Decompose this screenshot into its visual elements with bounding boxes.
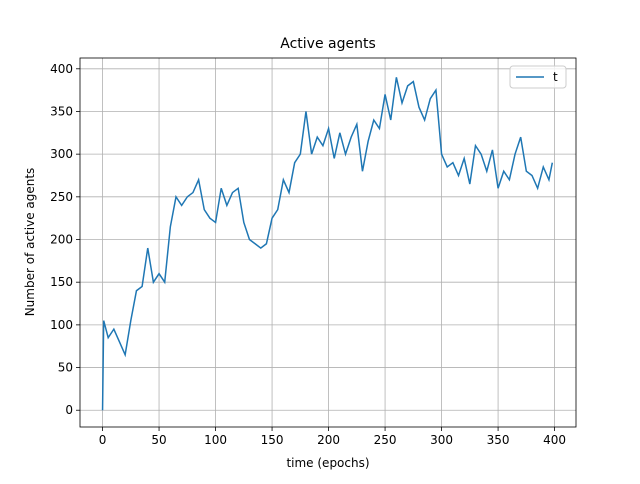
plot-frame xyxy=(79,57,577,428)
x-tick-label: 200 xyxy=(317,433,340,447)
y-tick-label: 350 xyxy=(50,104,73,118)
y-tick-label: 200 xyxy=(50,233,73,247)
x-axis-label: time (epochs) xyxy=(286,456,369,470)
y-tick-label: 300 xyxy=(50,147,73,161)
line-series xyxy=(101,77,554,411)
y-tick-label: 250 xyxy=(50,190,73,204)
y-tick-label: 100 xyxy=(50,318,73,332)
x-tick-label: 350 xyxy=(487,433,510,447)
x-tick-label: 50 xyxy=(151,433,166,447)
x-tick-label: 150 xyxy=(261,433,284,447)
y-tick-label: 400 xyxy=(50,62,73,76)
x-tick-label: 400 xyxy=(543,433,566,447)
x-tick-label: 300 xyxy=(430,433,453,447)
x-tick-label: 100 xyxy=(204,433,227,447)
legend-label: t xyxy=(553,70,558,84)
y-tick-label: 150 xyxy=(50,275,73,289)
x-tick-label: 250 xyxy=(374,433,397,447)
y-axis-label: Number of active agents xyxy=(23,168,37,317)
y-tick-label: 0 xyxy=(65,403,73,417)
x-tick-label: 0 xyxy=(99,433,107,447)
chart-title: Active agents xyxy=(280,36,376,52)
y-tick-label: 50 xyxy=(58,361,73,375)
